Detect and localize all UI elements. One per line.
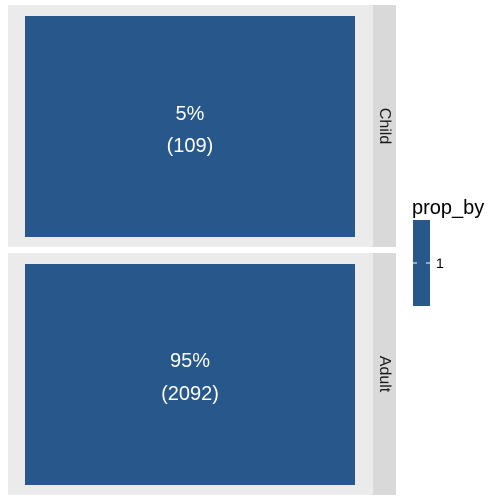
legend-title: prop_by [412,197,484,219]
legend: prop_by 1 [412,197,484,306]
facet-strip [373,5,396,247]
facet-strip [373,253,396,495]
facet-panel-adult: 95% (2092) Adult [8,253,396,495]
legend-colorbar [413,220,430,306]
facet-strip-label: Adult [376,356,393,393]
facet-strip-label: Child [376,108,393,144]
tile-percent-label: 5% [176,103,205,125]
tile-count-label: (109) [167,135,214,157]
tile-percent-label: 95% [170,350,210,372]
tile [25,264,355,485]
facet-panel-child: 5% (109) Child [8,5,396,247]
tile-count-label: (2092) [161,383,219,405]
legend-break-label: 1 [436,255,444,271]
tile [25,16,355,237]
